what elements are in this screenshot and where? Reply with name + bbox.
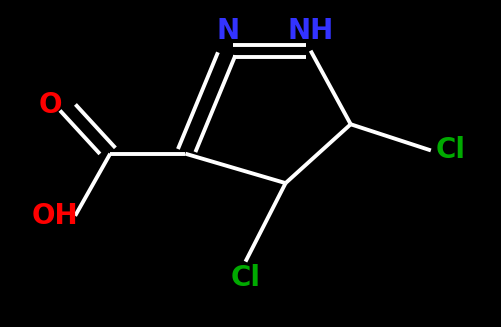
Text: Cl: Cl: [230, 264, 261, 292]
Text: NH: NH: [288, 17, 334, 45]
Text: OH: OH: [32, 202, 79, 230]
Text: Cl: Cl: [436, 136, 466, 164]
Text: O: O: [39, 91, 62, 119]
Text: N: N: [216, 17, 239, 45]
